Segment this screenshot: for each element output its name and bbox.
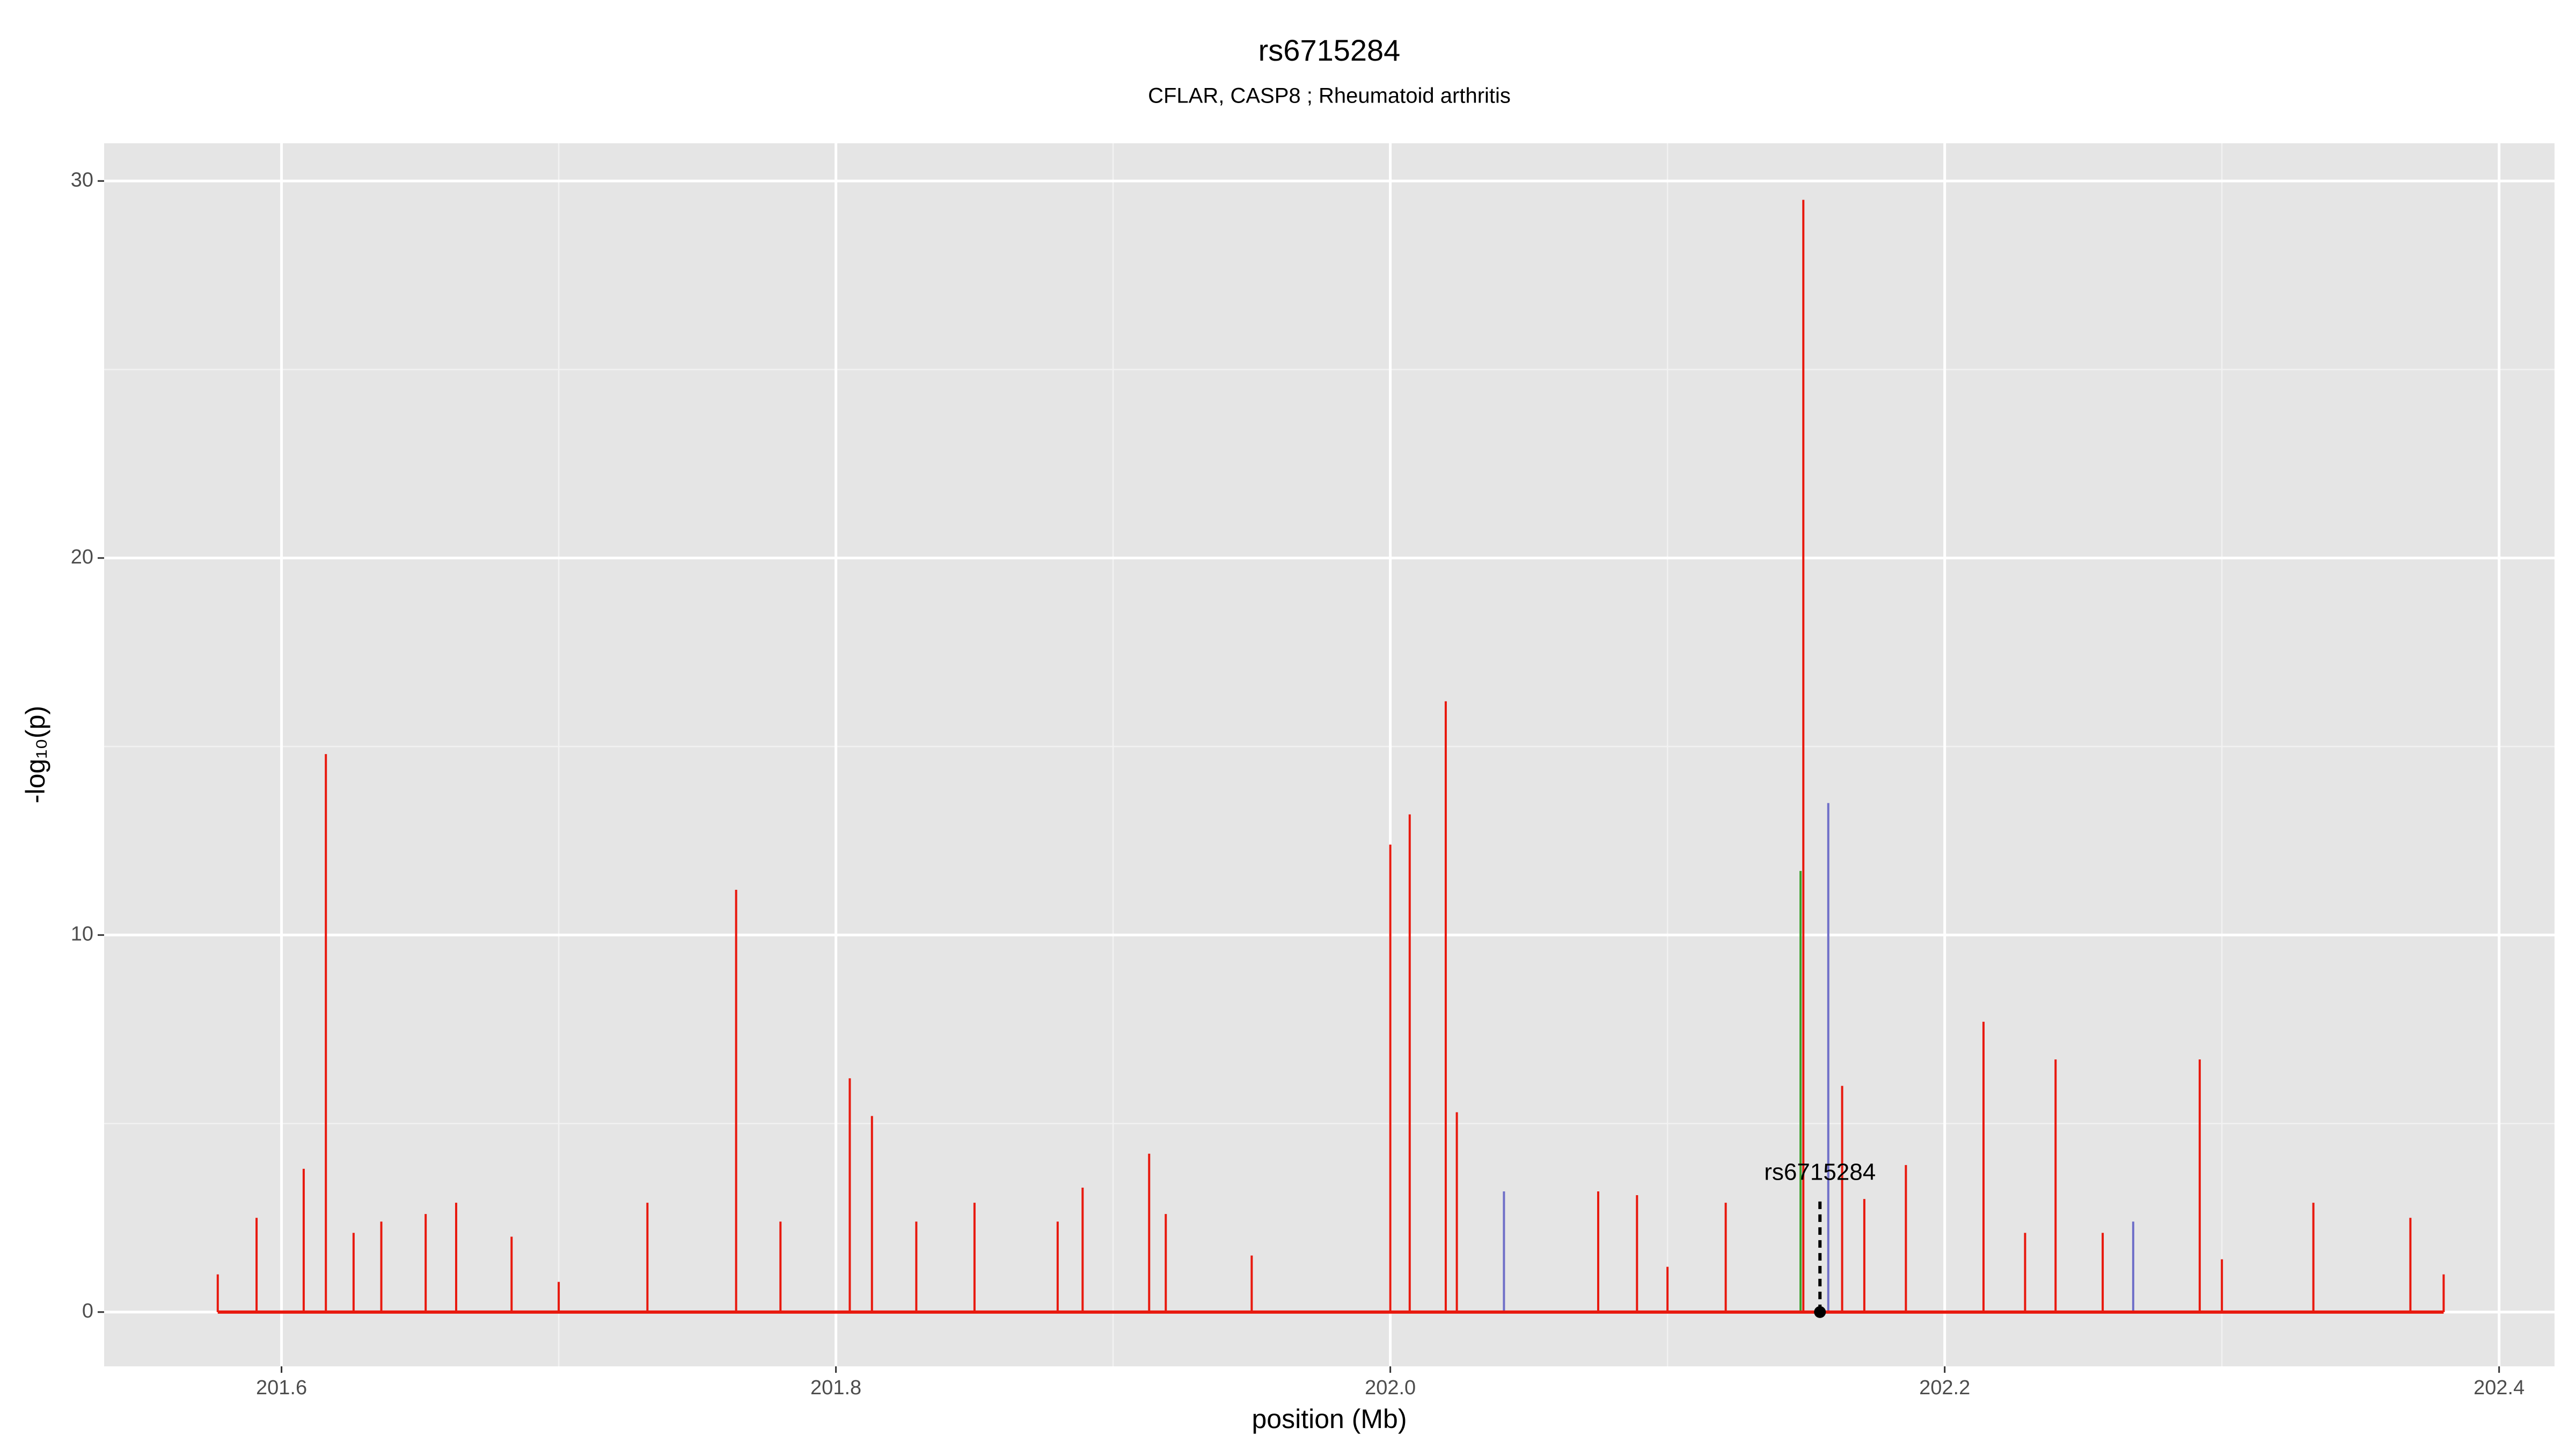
x-tick-label: 201.6 (256, 1377, 307, 1399)
y-tick-label: 0 (82, 1300, 93, 1322)
plot-panel (104, 143, 2555, 1366)
x-tick-label: 202.4 (2473, 1377, 2524, 1399)
chart-title: rs6715284 (1258, 33, 1401, 67)
y-axis-title: -log₁₀(p) (20, 706, 50, 803)
x-tick-label: 202.0 (1365, 1377, 1416, 1399)
x-tick-label: 201.8 (810, 1377, 861, 1399)
annotation-point (1814, 1306, 1826, 1318)
y-tick-label: 30 (71, 169, 93, 191)
chart-subtitle: CFLAR, CASP8 ; Rheumatoid arthritis (1148, 84, 1511, 108)
x-tick-label: 202.2 (1919, 1377, 1970, 1399)
y-tick-label: 20 (71, 546, 93, 568)
annotation-label: rs6715284 (1764, 1159, 1876, 1185)
y-tick-label: 10 (71, 923, 93, 945)
x-axis-title: position (Mb) (1252, 1404, 1407, 1434)
